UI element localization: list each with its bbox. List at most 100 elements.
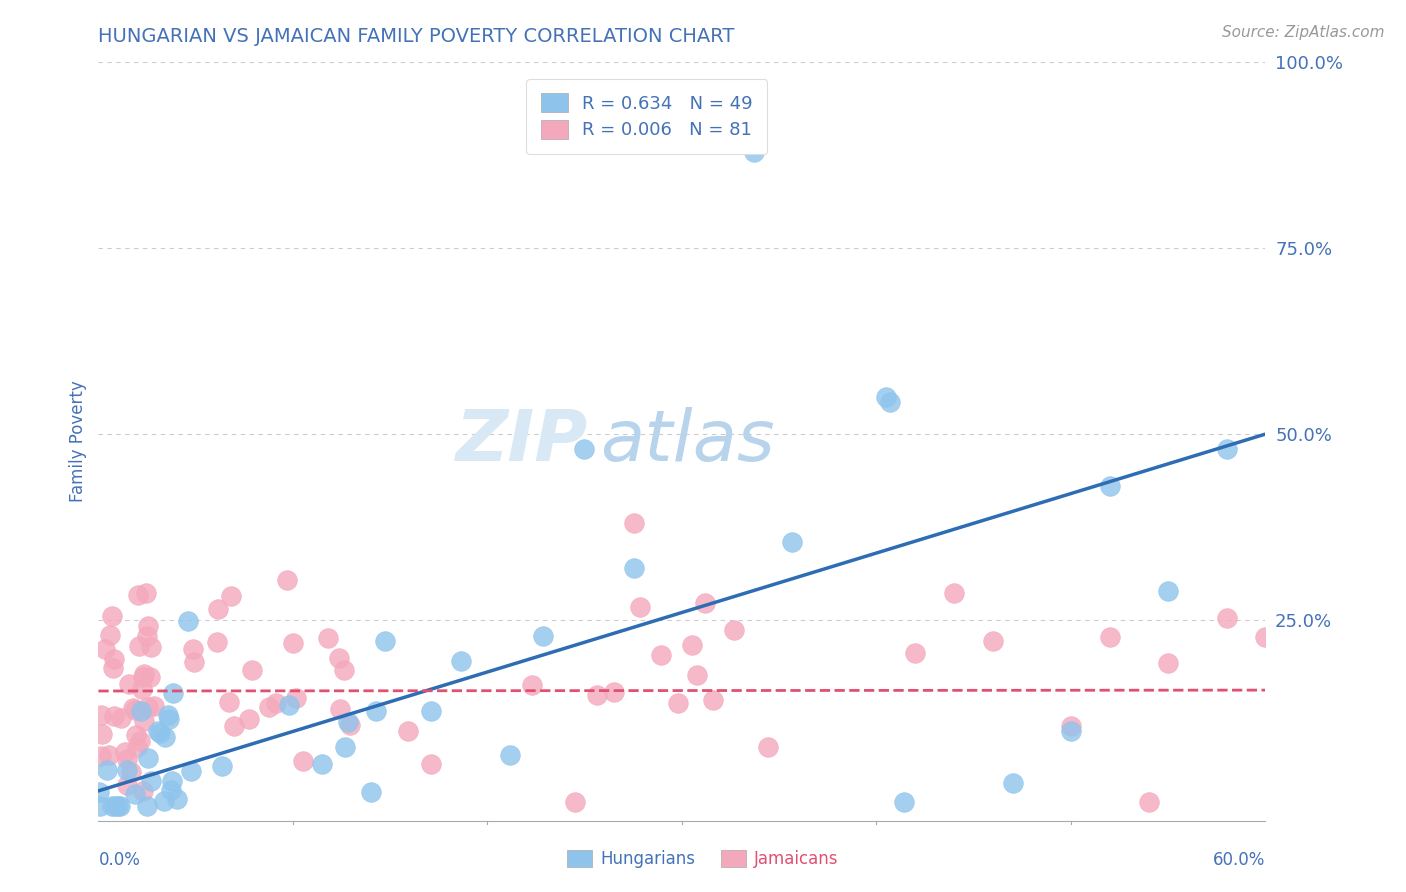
Point — [328, 651, 350, 665]
Point — [183, 655, 205, 669]
Point — [146, 723, 169, 738]
Point — [136, 629, 159, 643]
Point — [602, 685, 624, 699]
Point — [89, 748, 111, 763]
Point — [879, 395, 901, 409]
Point — [218, 695, 240, 709]
Point — [450, 654, 472, 668]
Point — [329, 702, 352, 716]
Point — [121, 701, 143, 715]
Point — [257, 700, 280, 714]
Point — [222, 719, 245, 733]
Point — [101, 798, 124, 813]
Point — [141, 774, 163, 789]
Point — [1215, 442, 1237, 456]
Point — [131, 704, 153, 718]
Point — [520, 678, 543, 692]
Point — [374, 634, 396, 648]
Point — [1254, 630, 1277, 644]
Point — [125, 728, 148, 742]
Point — [1098, 478, 1121, 492]
Point — [124, 787, 146, 801]
Point — [420, 756, 443, 771]
Legend: Hungarians, Jamaicans: Hungarians, Jamaicans — [561, 843, 845, 875]
Point — [1137, 795, 1160, 809]
Point — [623, 516, 645, 531]
Point — [780, 535, 803, 549]
Point — [335, 739, 357, 754]
Point — [124, 703, 146, 717]
Point — [131, 681, 153, 696]
Point — [238, 712, 260, 726]
Point — [893, 795, 915, 809]
Point — [110, 798, 132, 813]
Point — [264, 696, 287, 710]
Point — [132, 667, 155, 681]
Y-axis label: Family Poverty: Family Poverty — [69, 381, 87, 502]
Point — [166, 792, 188, 806]
Point — [943, 586, 966, 600]
Point — [702, 692, 724, 706]
Point — [125, 740, 148, 755]
Point — [139, 670, 162, 684]
Point — [723, 623, 745, 637]
Point — [336, 714, 359, 729]
Point — [115, 752, 138, 766]
Point — [742, 145, 765, 159]
Point — [114, 746, 136, 760]
Point — [681, 639, 703, 653]
Point — [277, 698, 299, 713]
Point — [132, 670, 155, 684]
Text: 60.0%: 60.0% — [1213, 851, 1265, 869]
Point — [333, 663, 356, 677]
Point — [128, 639, 150, 653]
Point — [139, 640, 162, 655]
Point — [756, 740, 779, 755]
Point — [499, 747, 522, 762]
Point — [104, 798, 127, 813]
Point — [686, 667, 709, 681]
Point — [419, 704, 441, 718]
Text: ZIP: ZIP — [457, 407, 589, 476]
Point — [162, 686, 184, 700]
Point — [586, 688, 609, 702]
Point — [132, 714, 155, 728]
Point — [96, 763, 118, 777]
Point — [97, 747, 120, 762]
Point — [364, 704, 387, 718]
Point — [101, 608, 124, 623]
Point — [120, 765, 142, 780]
Point — [136, 751, 159, 765]
Point — [153, 730, 176, 744]
Point — [115, 763, 138, 777]
Point — [1060, 724, 1083, 739]
Point — [628, 599, 651, 614]
Point — [87, 785, 110, 799]
Point — [207, 602, 229, 616]
Point — [904, 646, 927, 660]
Point — [1001, 776, 1024, 790]
Point — [136, 700, 159, 714]
Point — [981, 634, 1004, 648]
Point — [693, 596, 716, 610]
Point — [1157, 657, 1180, 671]
Point — [1294, 700, 1316, 714]
Point — [156, 708, 179, 723]
Point — [650, 648, 672, 663]
Point — [142, 698, 165, 713]
Point — [162, 773, 184, 788]
Point — [135, 586, 157, 600]
Point — [1157, 583, 1180, 598]
Point — [107, 798, 129, 813]
Text: Source: ZipAtlas.com: Source: ZipAtlas.com — [1222, 25, 1385, 40]
Point — [240, 663, 263, 677]
Point — [339, 718, 361, 732]
Point — [176, 614, 198, 628]
Point — [103, 652, 125, 666]
Point — [135, 798, 157, 813]
Point — [160, 782, 183, 797]
Text: atlas: atlas — [600, 407, 775, 476]
Point — [180, 764, 202, 779]
Point — [91, 727, 114, 741]
Point — [118, 677, 141, 691]
